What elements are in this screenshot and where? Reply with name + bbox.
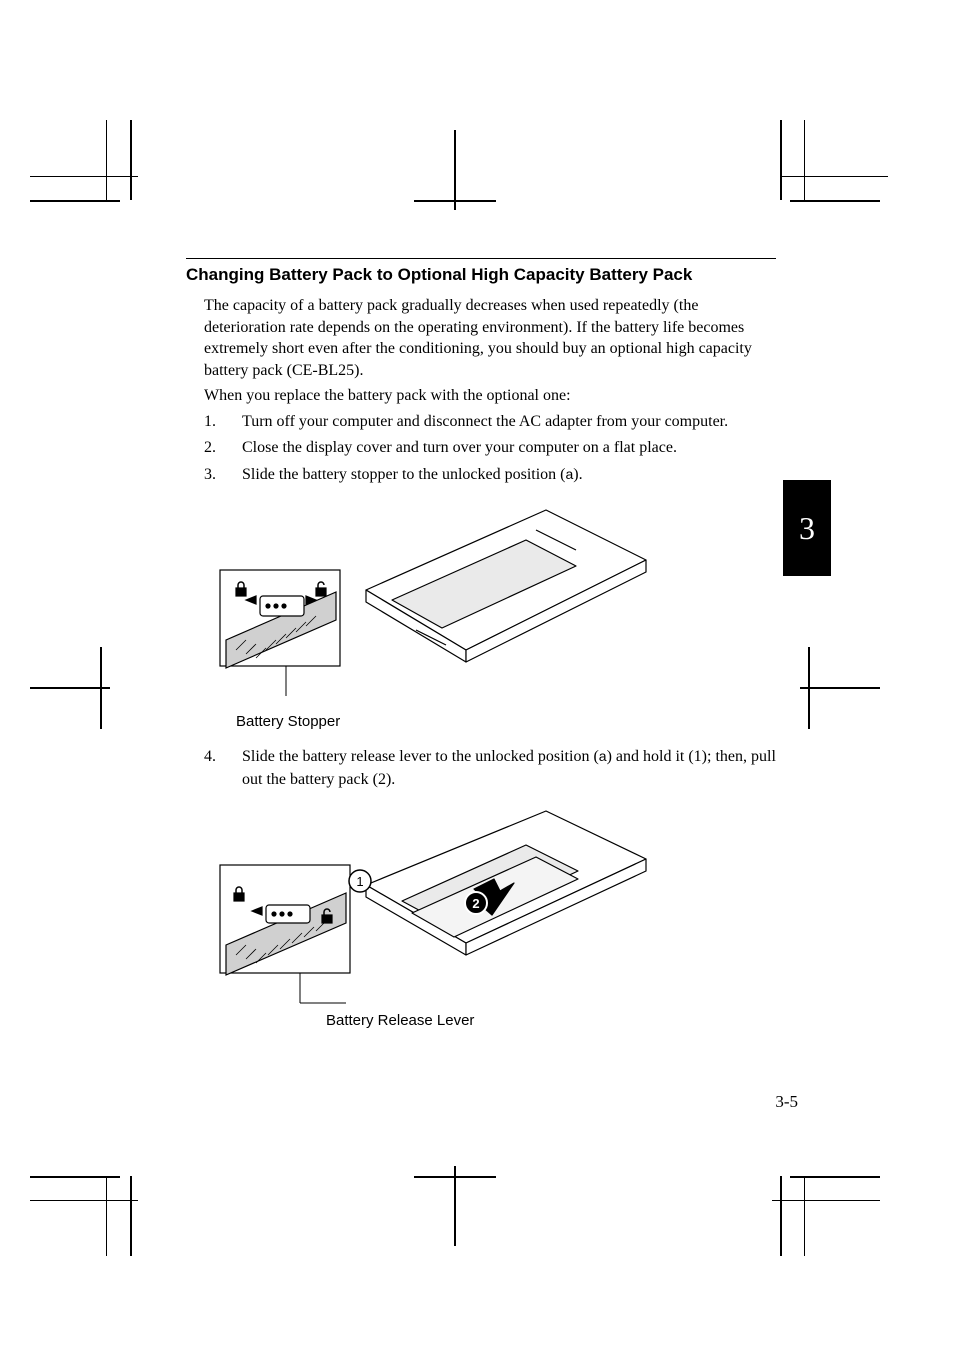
marker-2: 2 bbox=[465, 892, 487, 914]
page-number: 3-5 bbox=[775, 1092, 798, 1112]
section-rule bbox=[186, 258, 776, 259]
figure-caption-stopper: Battery Stopper bbox=[236, 713, 776, 730]
crop-mark bbox=[414, 200, 496, 202]
marker-1: 1 bbox=[349, 870, 371, 892]
crop-mark bbox=[454, 130, 456, 210]
unlock-icon: a bbox=[599, 748, 607, 764]
chapter-number: 3 bbox=[799, 510, 815, 547]
crop-mark bbox=[780, 120, 782, 200]
step-item: 3. Slide the battery stopper to the unlo… bbox=[204, 464, 776, 486]
step-number: 1. bbox=[204, 411, 242, 433]
crop-mark bbox=[808, 647, 810, 729]
crop-mark bbox=[30, 200, 120, 202]
intro-paragraph-1: The capacity of a battery pack gradually… bbox=[204, 295, 776, 381]
step-number: 3. bbox=[204, 464, 242, 486]
laptop-underside-diagram-2: 2 bbox=[216, 805, 656, 1005]
crop-mark bbox=[106, 120, 107, 200]
chapter-tab: 3 bbox=[783, 480, 831, 576]
step-list: 1. Turn off your computer and disconnect… bbox=[204, 411, 776, 486]
step-item: 2. Close the display cover and turn over… bbox=[204, 437, 776, 459]
crop-mark bbox=[106, 1176, 107, 1256]
crop-mark bbox=[130, 1176, 132, 1256]
step-number: 2. bbox=[204, 437, 242, 459]
crop-mark bbox=[100, 647, 102, 729]
svg-text:1: 1 bbox=[356, 874, 363, 889]
crop-mark bbox=[790, 200, 880, 202]
crop-mark bbox=[780, 176, 888, 177]
crop-mark bbox=[772, 1200, 880, 1201]
crop-mark bbox=[804, 120, 805, 200]
step-number: 4. bbox=[204, 746, 242, 791]
crop-mark bbox=[30, 176, 138, 177]
crop-mark bbox=[30, 687, 110, 689]
step-item: 1. Turn off your computer and disconnect… bbox=[204, 411, 776, 433]
step-text: Slide the battery stopper to the unlocke… bbox=[242, 464, 776, 486]
svg-text:2: 2 bbox=[472, 896, 479, 911]
crop-mark bbox=[130, 120, 132, 200]
crop-mark bbox=[804, 1176, 805, 1256]
figure-caption-release: Battery Release Lever bbox=[326, 1012, 776, 1029]
crop-mark bbox=[780, 1176, 782, 1256]
section-title: Changing Battery Pack to Optional High C… bbox=[186, 265, 776, 285]
step-text: Close the display cover and turn over yo… bbox=[242, 437, 776, 459]
crop-mark bbox=[800, 687, 880, 689]
figure-battery-stopper bbox=[216, 500, 776, 705]
crop-mark bbox=[454, 1166, 456, 1246]
laptop-underside-diagram bbox=[216, 500, 656, 700]
step-text: Turn off your computer and disconnect th… bbox=[242, 411, 776, 433]
intro-paragraph-2: When you replace the battery pack with t… bbox=[204, 385, 776, 407]
step-text: Slide the battery release lever to the u… bbox=[242, 746, 776, 791]
page: 3 Changing Battery Pack to Optional High… bbox=[0, 0, 954, 1351]
step-item: 4. Slide the battery release lever to th… bbox=[204, 746, 776, 791]
crop-mark bbox=[414, 1176, 496, 1178]
figure-battery-release: 2 bbox=[216, 805, 776, 1010]
step-list-continued: 4. Slide the battery release lever to th… bbox=[204, 746, 776, 791]
content-area: Changing Battery Pack to Optional High C… bbox=[186, 258, 776, 1029]
crop-mark bbox=[30, 1200, 138, 1201]
